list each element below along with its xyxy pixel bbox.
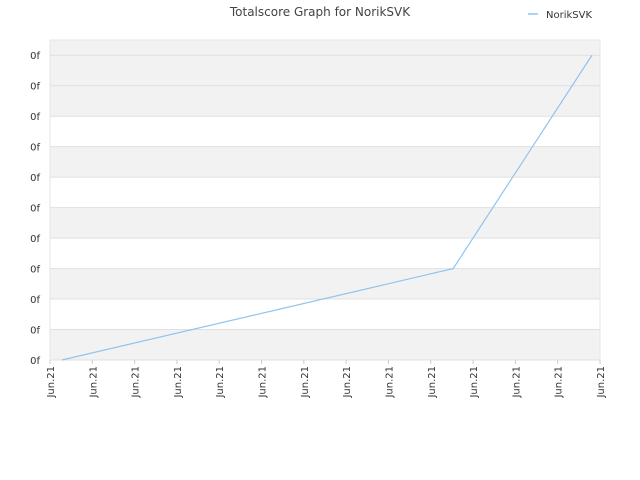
x-tick-label: Jun.21	[469, 366, 480, 399]
x-tick-label: Jun.21	[258, 366, 269, 399]
series-line	[61, 54, 593, 361]
band	[50, 268, 600, 300]
band	[50, 85, 600, 117]
y-tick-label: 0f	[30, 143, 40, 154]
x-tick-label: Jun.21	[88, 366, 99, 399]
x-tick-label: Jun.21	[511, 366, 522, 399]
x-tick-label: Jun.21	[427, 366, 438, 399]
y-tick-label: 0f	[30, 326, 40, 337]
band	[50, 329, 600, 360]
y-tick-label: 0f	[30, 234, 40, 245]
y-tick-label: 0f	[30, 173, 40, 184]
x-tick-label: Jun.21	[173, 366, 184, 399]
band	[50, 146, 600, 178]
legend-label: NorikSVK	[546, 10, 592, 21]
x-tick-label: Jun.21	[46, 366, 57, 399]
x-tick-label: Jun.21	[215, 366, 226, 399]
x-tick-label: Jun.21	[554, 366, 565, 399]
x-tick-label: Jun.21	[384, 366, 395, 399]
y-tick-label: 0f	[30, 82, 40, 93]
y-tick-label: 0f	[30, 295, 40, 306]
chart-title: Totalscore Graph for NorikSVK	[229, 5, 411, 19]
x-tick-label: Jun.21	[342, 366, 353, 399]
band	[50, 207, 600, 239]
y-tick-label: 0f	[30, 204, 40, 215]
y-tick-label: 0f	[30, 356, 40, 367]
y-tick-label: 0f	[30, 112, 40, 123]
x-tick-label: Jun.21	[596, 366, 607, 399]
band	[50, 40, 600, 86]
y-tick-label: 0f	[30, 265, 40, 276]
y-tick-label: 0f	[30, 51, 40, 62]
x-tick-label: Jun.21	[300, 366, 311, 399]
x-tick-label: Jun.21	[131, 366, 142, 399]
